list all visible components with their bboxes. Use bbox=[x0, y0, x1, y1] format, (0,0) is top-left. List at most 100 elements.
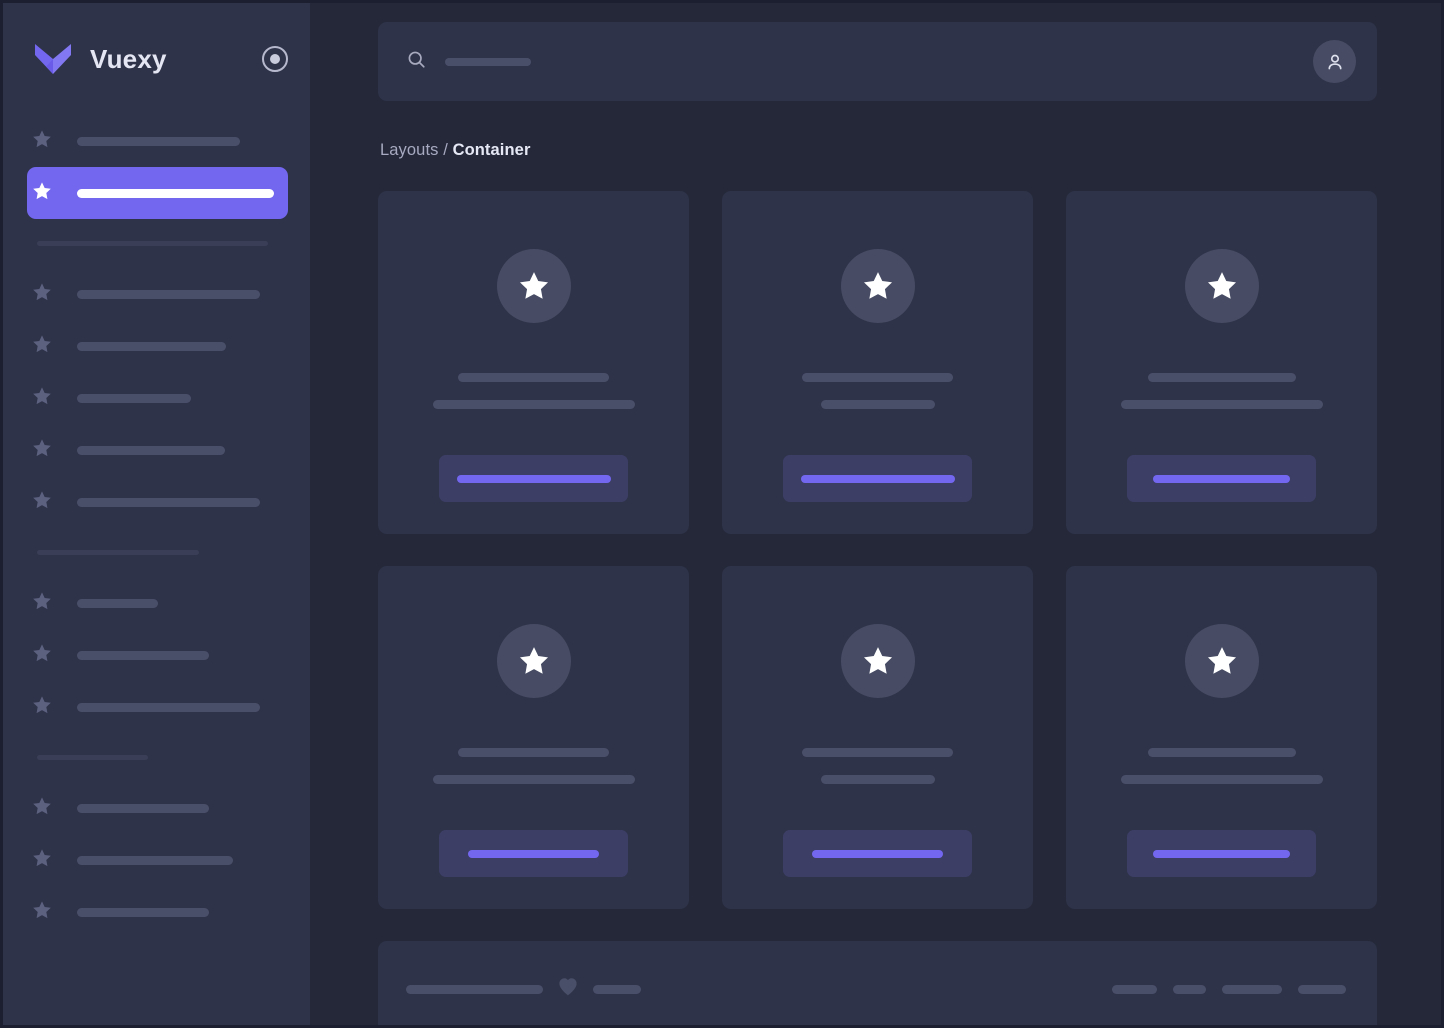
radio-circle-dot-icon[interactable] bbox=[262, 46, 288, 72]
sidebar-item-4[interactable] bbox=[27, 320, 288, 372]
card-text-skeleton bbox=[1066, 748, 1377, 784]
breadcrumb: Layouts / Container bbox=[380, 141, 1377, 160]
star-icon bbox=[31, 590, 59, 617]
star-icon bbox=[31, 437, 59, 464]
sidebar-item-1[interactable] bbox=[27, 115, 288, 167]
sidebar-item-9[interactable] bbox=[27, 629, 288, 681]
card-action-button[interactable] bbox=[783, 455, 972, 502]
sidebar-item-3[interactable] bbox=[27, 268, 288, 320]
sidebar-item-label-skeleton bbox=[77, 598, 158, 608]
star-icon bbox=[519, 647, 548, 674]
sidebar-item-6[interactable] bbox=[27, 424, 288, 476]
footer-bar bbox=[378, 941, 1377, 1025]
star-icon bbox=[31, 333, 59, 360]
sidebar-item-label-skeleton bbox=[77, 702, 260, 712]
skeleton-line bbox=[1120, 775, 1323, 784]
star-icon bbox=[31, 694, 59, 721]
star-icon bbox=[31, 899, 59, 926]
button-label-skeleton bbox=[800, 474, 955, 483]
sidebar-item-5[interactable] bbox=[27, 372, 288, 424]
card-grid bbox=[378, 191, 1377, 909]
sidebar-item-13[interactable] bbox=[27, 886, 288, 938]
card-text-skeleton bbox=[722, 748, 1033, 784]
sidebar-section-divider bbox=[37, 755, 148, 760]
star-icon bbox=[31, 847, 59, 874]
skeleton-line bbox=[820, 775, 935, 784]
search-icon bbox=[406, 49, 427, 75]
card-avatar bbox=[496, 249, 571, 323]
skeleton-line bbox=[432, 400, 635, 409]
footer-right-group bbox=[1112, 984, 1346, 994]
skeleton-line bbox=[458, 748, 609, 757]
skeleton-line bbox=[1147, 748, 1296, 757]
sidebar-group-2 bbox=[3, 241, 310, 528]
sidebar-nav bbox=[3, 115, 310, 938]
search-input[interactable] bbox=[406, 49, 1313, 75]
star-icon bbox=[1207, 647, 1236, 674]
skeleton-line bbox=[802, 748, 953, 757]
skeleton-line bbox=[820, 400, 935, 409]
sidebar-item-label-skeleton bbox=[77, 188, 274, 198]
sidebar-item-11[interactable] bbox=[27, 782, 288, 834]
card-action-button[interactable] bbox=[1127, 830, 1316, 877]
skeleton-line bbox=[1147, 373, 1296, 382]
main-content: Layouts / Container bbox=[310, 3, 1441, 1025]
skeleton-line bbox=[593, 984, 641, 994]
search-placeholder-skeleton bbox=[445, 57, 531, 66]
content-card bbox=[378, 566, 689, 909]
card-text-skeleton bbox=[722, 373, 1033, 409]
sidebar-item-12[interactable] bbox=[27, 834, 288, 886]
content-card bbox=[722, 191, 1033, 534]
skeleton-line[interactable] bbox=[1173, 984, 1206, 994]
sidebar-item-2-active[interactable] bbox=[27, 167, 288, 219]
content-card bbox=[1066, 191, 1377, 534]
sidebar-group-4 bbox=[3, 755, 310, 938]
star-icon bbox=[863, 272, 892, 299]
skeleton-line bbox=[458, 373, 609, 382]
skeleton-line[interactable] bbox=[1222, 984, 1282, 994]
star-icon bbox=[31, 489, 59, 516]
card-avatar bbox=[1184, 624, 1259, 698]
sidebar-item-label-skeleton bbox=[77, 803, 209, 813]
star-icon bbox=[31, 795, 59, 822]
button-label-skeleton bbox=[812, 849, 943, 858]
sidebar-item-8[interactable] bbox=[27, 577, 288, 629]
toggle-dot bbox=[270, 54, 280, 64]
card-text-skeleton bbox=[378, 373, 689, 409]
card-action-button[interactable] bbox=[1127, 455, 1316, 502]
content-card bbox=[722, 566, 1033, 909]
sidebar-item-label-skeleton bbox=[77, 907, 209, 917]
star-icon bbox=[31, 180, 59, 207]
content-card bbox=[1066, 566, 1377, 909]
vuexy-v-logo-icon bbox=[33, 42, 73, 76]
sidebar-item-7[interactable] bbox=[27, 476, 288, 528]
sidebar-item-label-skeleton bbox=[77, 341, 226, 351]
card-avatar bbox=[840, 249, 915, 323]
card-action-button[interactable] bbox=[783, 830, 972, 877]
sidebar-item-label-skeleton bbox=[77, 497, 260, 507]
sidebar: Vuexy bbox=[3, 3, 310, 1025]
sidebar-item-label-skeleton bbox=[77, 393, 191, 403]
breadcrumb-parent[interactable]: Layouts bbox=[380, 141, 439, 159]
user-avatar-icon[interactable] bbox=[1313, 40, 1356, 83]
button-label-skeleton bbox=[456, 474, 611, 483]
card-avatar bbox=[1184, 249, 1259, 323]
card-avatar bbox=[496, 624, 571, 698]
card-action-button[interactable] bbox=[439, 455, 628, 502]
star-icon bbox=[31, 642, 59, 669]
star-icon bbox=[519, 272, 548, 299]
brand-name: Vuexy bbox=[90, 43, 167, 74]
heart-icon bbox=[557, 976, 579, 1002]
sidebar-item-label-skeleton bbox=[77, 855, 233, 865]
skeleton-line bbox=[432, 775, 635, 784]
card-action-button[interactable] bbox=[439, 830, 628, 877]
sidebar-section-divider bbox=[37, 550, 199, 555]
sidebar-item-10[interactable] bbox=[27, 681, 288, 733]
skeleton-line[interactable] bbox=[1112, 984, 1157, 994]
skeleton-line bbox=[802, 373, 953, 382]
sidebar-item-label-skeleton bbox=[77, 445, 225, 455]
skeleton-line[interactable] bbox=[1298, 984, 1346, 994]
breadcrumb-current: Container bbox=[452, 141, 531, 159]
star-icon bbox=[31, 385, 59, 412]
card-text-skeleton bbox=[1066, 373, 1377, 409]
